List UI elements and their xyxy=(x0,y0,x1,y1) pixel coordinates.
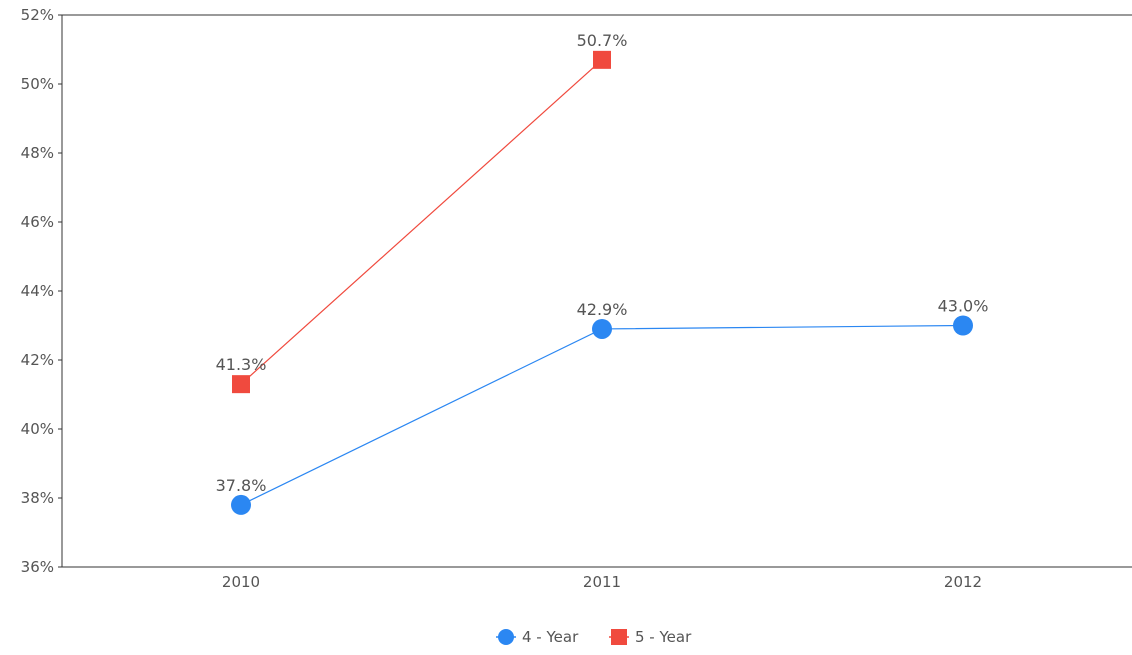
data-label: 42.9% xyxy=(577,300,628,319)
data-point-circle xyxy=(231,494,251,515)
y-tick-label: 46% xyxy=(21,213,54,231)
data-label: 41.3% xyxy=(216,355,267,374)
legend-item: 5 - Year xyxy=(609,628,692,646)
data-label: 37.8% xyxy=(216,476,267,495)
y-tick-label: 42% xyxy=(21,351,54,369)
y-tick-label: 40% xyxy=(21,420,54,438)
data-point-circle xyxy=(592,318,612,339)
data-label: 43.0% xyxy=(938,297,989,316)
legend-circle-icon xyxy=(498,629,514,645)
legend-square-icon xyxy=(611,629,627,645)
series-line-1 xyxy=(240,324,964,506)
axes: 36% 38% 40% 42% 44% 46% 48% 50% 52% 2010 2011 2012 xyxy=(21,6,1132,591)
data-point-square xyxy=(593,50,611,69)
y-tick-label: 52% xyxy=(21,6,54,24)
y-tick-label: 36% xyxy=(21,558,54,576)
legend-label: 4 - Year xyxy=(522,628,579,646)
data-label: 50.7% xyxy=(577,31,628,50)
series xyxy=(231,50,973,515)
legend-label: 5 - Year xyxy=(635,628,692,646)
data-point-square xyxy=(232,375,250,394)
y-tick-label: 50% xyxy=(21,75,54,93)
legend-item: 4 - Year xyxy=(496,628,579,646)
y-tick-label: 48% xyxy=(21,144,54,162)
series-line-2 xyxy=(240,59,603,385)
x-tick-label: 2012 xyxy=(944,573,982,591)
x-tick-label: 2010 xyxy=(222,573,260,591)
x-tick-label: 2011 xyxy=(583,573,621,591)
legend: 4 - Year 5 - Year xyxy=(496,628,692,646)
y-tick-label: 44% xyxy=(21,282,54,300)
data-labels: 37.8% 42.9% 43.0% 41.3% 50.7% xyxy=(216,31,989,495)
y-tick-label: 38% xyxy=(21,489,54,507)
data-point-circle xyxy=(953,315,973,336)
